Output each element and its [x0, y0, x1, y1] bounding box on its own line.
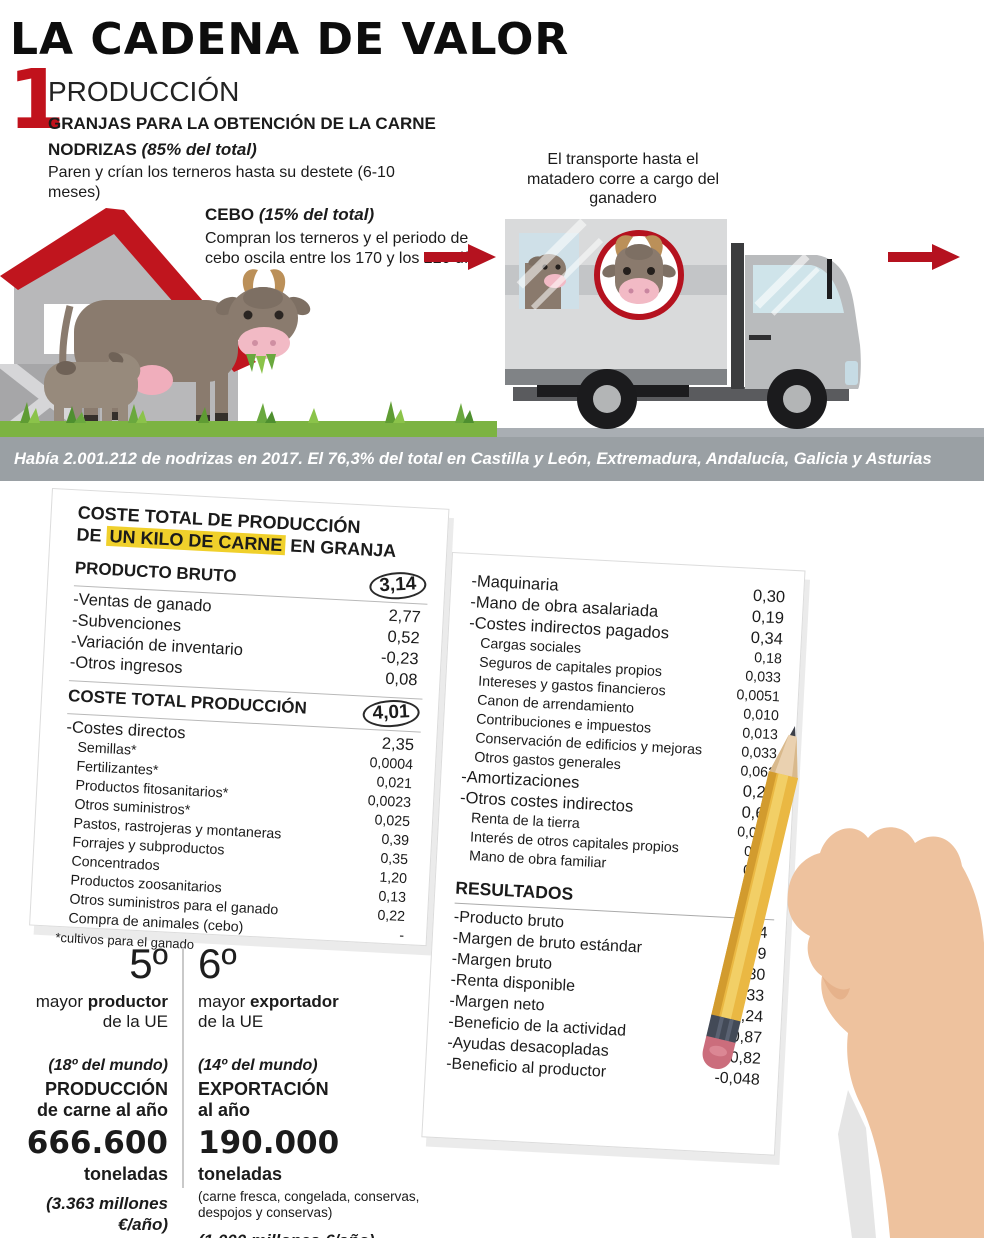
- cow-horn: [242, 269, 258, 294]
- section-title: PRODUCCIÓN: [48, 76, 240, 107]
- cebo-description: Compran los terneros y el periodo de ceb…: [205, 230, 486, 267]
- exporter-rank-block: 6º mayor exportador de la UE (14º del mu…: [198, 940, 442, 1238]
- nodrizas-label: NODRIZAS: [48, 140, 137, 159]
- cebo-percent: (15% del total): [258, 205, 375, 224]
- hand: [787, 827, 984, 1238]
- producer-rank-block: 5º mayor productor de la UE (18º del mun…: [0, 940, 168, 1235]
- section-number: 1: [8, 53, 66, 148]
- rank-description: mayor productor de la UE: [35, 992, 168, 1032]
- rank-number: 5º: [129, 940, 168, 987]
- production-number: 666.600: [26, 1125, 168, 1162]
- section-subtitle: GRANJAS PARA LA OBTENCIÓN DE LA CARNE: [48, 114, 436, 133]
- barn-roof: [0, 208, 256, 372]
- hand-shadow: [838, 1090, 876, 1238]
- stats-divider: [182, 948, 184, 1188]
- rank-number: 6º: [198, 940, 237, 987]
- cow-horn: [270, 269, 286, 294]
- page-title: LA CADENA DE VALOR: [10, 14, 570, 65]
- unit-label: toneladas: [198, 1164, 283, 1185]
- stats-banner: Había 2.001.212 de nodrizas en 2017. El …: [0, 437, 984, 481]
- world-rank: (18º del mundo): [48, 1056, 168, 1074]
- arrow-right-icon: [888, 244, 960, 270]
- export-number: 190.000: [198, 1125, 340, 1162]
- hand-pencil-illustration: [702, 726, 984, 1238]
- cost-table-paper: COSTE TOTAL DE PRODUCCIÓN DE UN KILO DE …: [29, 488, 450, 952]
- money-note: (3.363 millones €/año): [46, 1194, 168, 1234]
- grass-tufts: [20, 401, 474, 423]
- world-rank: (14º del mundo): [198, 1056, 318, 1074]
- transport-note: El transporte hasta el matadero corre a …: [526, 151, 720, 208]
- truck-illustration: [505, 219, 861, 429]
- nodrizas-description: Paren y crían los terneros hasta su dest…: [48, 164, 395, 201]
- cebo-heading: CEBO (15% del total): [205, 205, 374, 225]
- cebo-label: CEBO: [205, 205, 255, 224]
- stat-heading: PRODUCCIÓN de carne al año: [36, 1078, 168, 1120]
- money-note: (1.000 millones €/año): [198, 1231, 442, 1238]
- circled-value: 4,01: [362, 698, 421, 729]
- export-detail-note: (carne fresca, congelada, conservas, des…: [198, 1189, 420, 1221]
- unit-label: toneladas: [83, 1164, 168, 1185]
- grass-strip: [0, 401, 497, 437]
- nodrizas-percent: (85% del total): [141, 140, 257, 159]
- banner-text: Había 2.001.212 de nodrizas en 2017. El …: [14, 449, 932, 468]
- cow-udder: [131, 365, 173, 395]
- direct-cost-items: -Costes directos 2,35 Semillas* 0,0004 Fer…: [56, 717, 421, 946]
- stat-heading: EXPORTACIÓN al año: [198, 1078, 329, 1120]
- pencil: [702, 726, 799, 1069]
- arrow-right-icon: [424, 244, 496, 270]
- nodrizas-heading: NODRIZAS (85% del total): [48, 140, 257, 160]
- gross-items: -Ventas de ganado 2,77 -Subvenciones 0,52 …: [69, 589, 427, 691]
- truck-pillar: [731, 243, 744, 389]
- road-strip: [497, 428, 984, 437]
- rank-description: mayor exportador de la UE: [198, 992, 339, 1032]
- circled-value: 3,14: [368, 570, 428, 601]
- cow-muzzle: [238, 327, 290, 359]
